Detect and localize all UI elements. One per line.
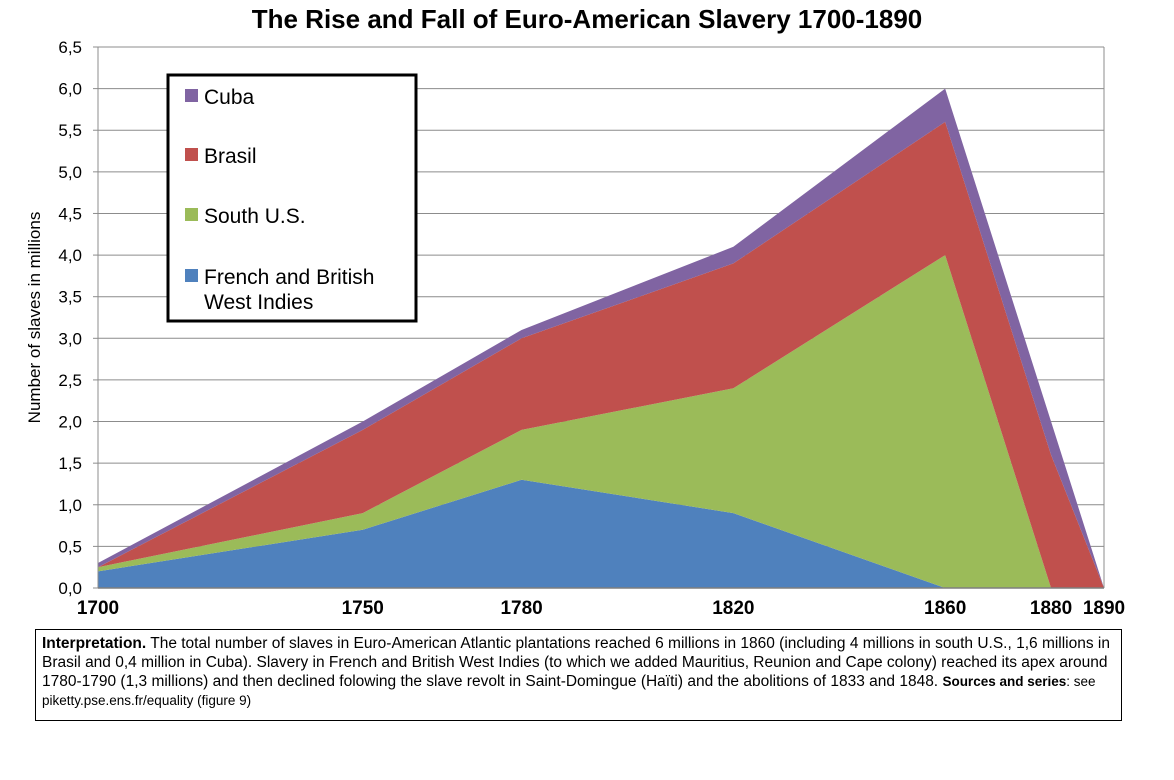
x-tick-label: 1890 xyxy=(1083,598,1125,619)
y-tick-label: 5,5 xyxy=(58,121,82,140)
y-tick-label: 5,0 xyxy=(58,163,82,182)
y-tick-label: 0,5 xyxy=(58,537,82,556)
legend-label-cuba: Cuba xyxy=(204,86,255,109)
axes xyxy=(97,47,1105,589)
area-series xyxy=(98,88,1104,589)
x-tick-label: 1780 xyxy=(500,598,542,619)
y-tick-label: 2,5 xyxy=(58,371,82,390)
legend-swatch-west-indies xyxy=(185,269,198,282)
y-tick-label: 2,0 xyxy=(58,413,82,432)
note-text: The total number of slaves in Euro-Ameri… xyxy=(42,635,1110,690)
y-tick-label: 0,0 xyxy=(58,579,82,598)
y-tick-label: 1,5 xyxy=(58,454,82,473)
legend-label-south-us: South U.S. xyxy=(204,205,306,228)
x-tick-label: 1860 xyxy=(924,598,966,619)
legend-label-west-indies: French and British West Indies xyxy=(204,266,374,314)
x-tick-labels: 1700 1750 1780 1820 1860 1880 1890 xyxy=(77,598,1125,619)
area-brasil xyxy=(98,121,1104,589)
note-lead: Interpretation. xyxy=(42,635,147,652)
legend: Cuba Brasil South U.S. French and Britis… xyxy=(166,73,418,323)
y-tick-label: 1,0 xyxy=(58,496,82,515)
note-sources-label: Sources and series xyxy=(942,674,1067,689)
chart-title: The Rise and Fall of Euro-American Slave… xyxy=(251,4,923,34)
legend-label-brasil: Brasil xyxy=(204,145,257,168)
x-tick-label: 1750 xyxy=(342,598,384,619)
y-tick-labels: 0,0 0,5 1,0 1,5 2,0 2,5 3,0 3,5 4,0 4,5 5,0 5,5 6,0 6… xyxy=(58,38,98,598)
area-chart: 0,0 0,5 1,0 1,5 2,0 2,5 3,0 3,5 4,0 4,5 5,0 5,5 6,0 6… xyxy=(25,38,1125,619)
y-tick-label: 3,5 xyxy=(58,288,82,307)
y-axis-label: Number of slaves in millions xyxy=(25,212,44,424)
y-tick-label: 6,0 xyxy=(58,80,82,99)
x-tick-label: 1880 xyxy=(1030,598,1072,619)
y-tick-label: 4,5 xyxy=(58,204,82,223)
x-tick-label: 1820 xyxy=(712,598,754,619)
legend-swatch-cuba xyxy=(185,89,198,102)
y-tick-label: 3,0 xyxy=(58,329,82,348)
area-south-u-s xyxy=(98,255,1104,589)
y-tick-label: 6,5 xyxy=(58,38,82,57)
area-french-and-british-west-indies xyxy=(98,479,1104,588)
legend-box xyxy=(166,73,418,323)
y-tick-label: 4,0 xyxy=(58,246,82,265)
legend-swatch-brasil xyxy=(185,148,198,161)
note-sources-text: : see piketty.pse.ens.fr/equality (figur… xyxy=(42,674,1096,708)
interpretation-note: Interpretation. The total number of slav… xyxy=(35,629,1122,721)
legend-swatch-south-us xyxy=(185,208,198,221)
x-tick-label: 1700 xyxy=(77,598,119,619)
